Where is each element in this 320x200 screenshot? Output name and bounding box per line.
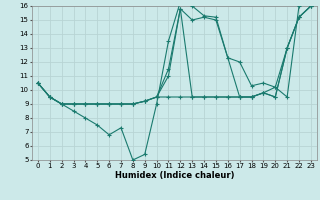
X-axis label: Humidex (Indice chaleur): Humidex (Indice chaleur) xyxy=(115,171,234,180)
